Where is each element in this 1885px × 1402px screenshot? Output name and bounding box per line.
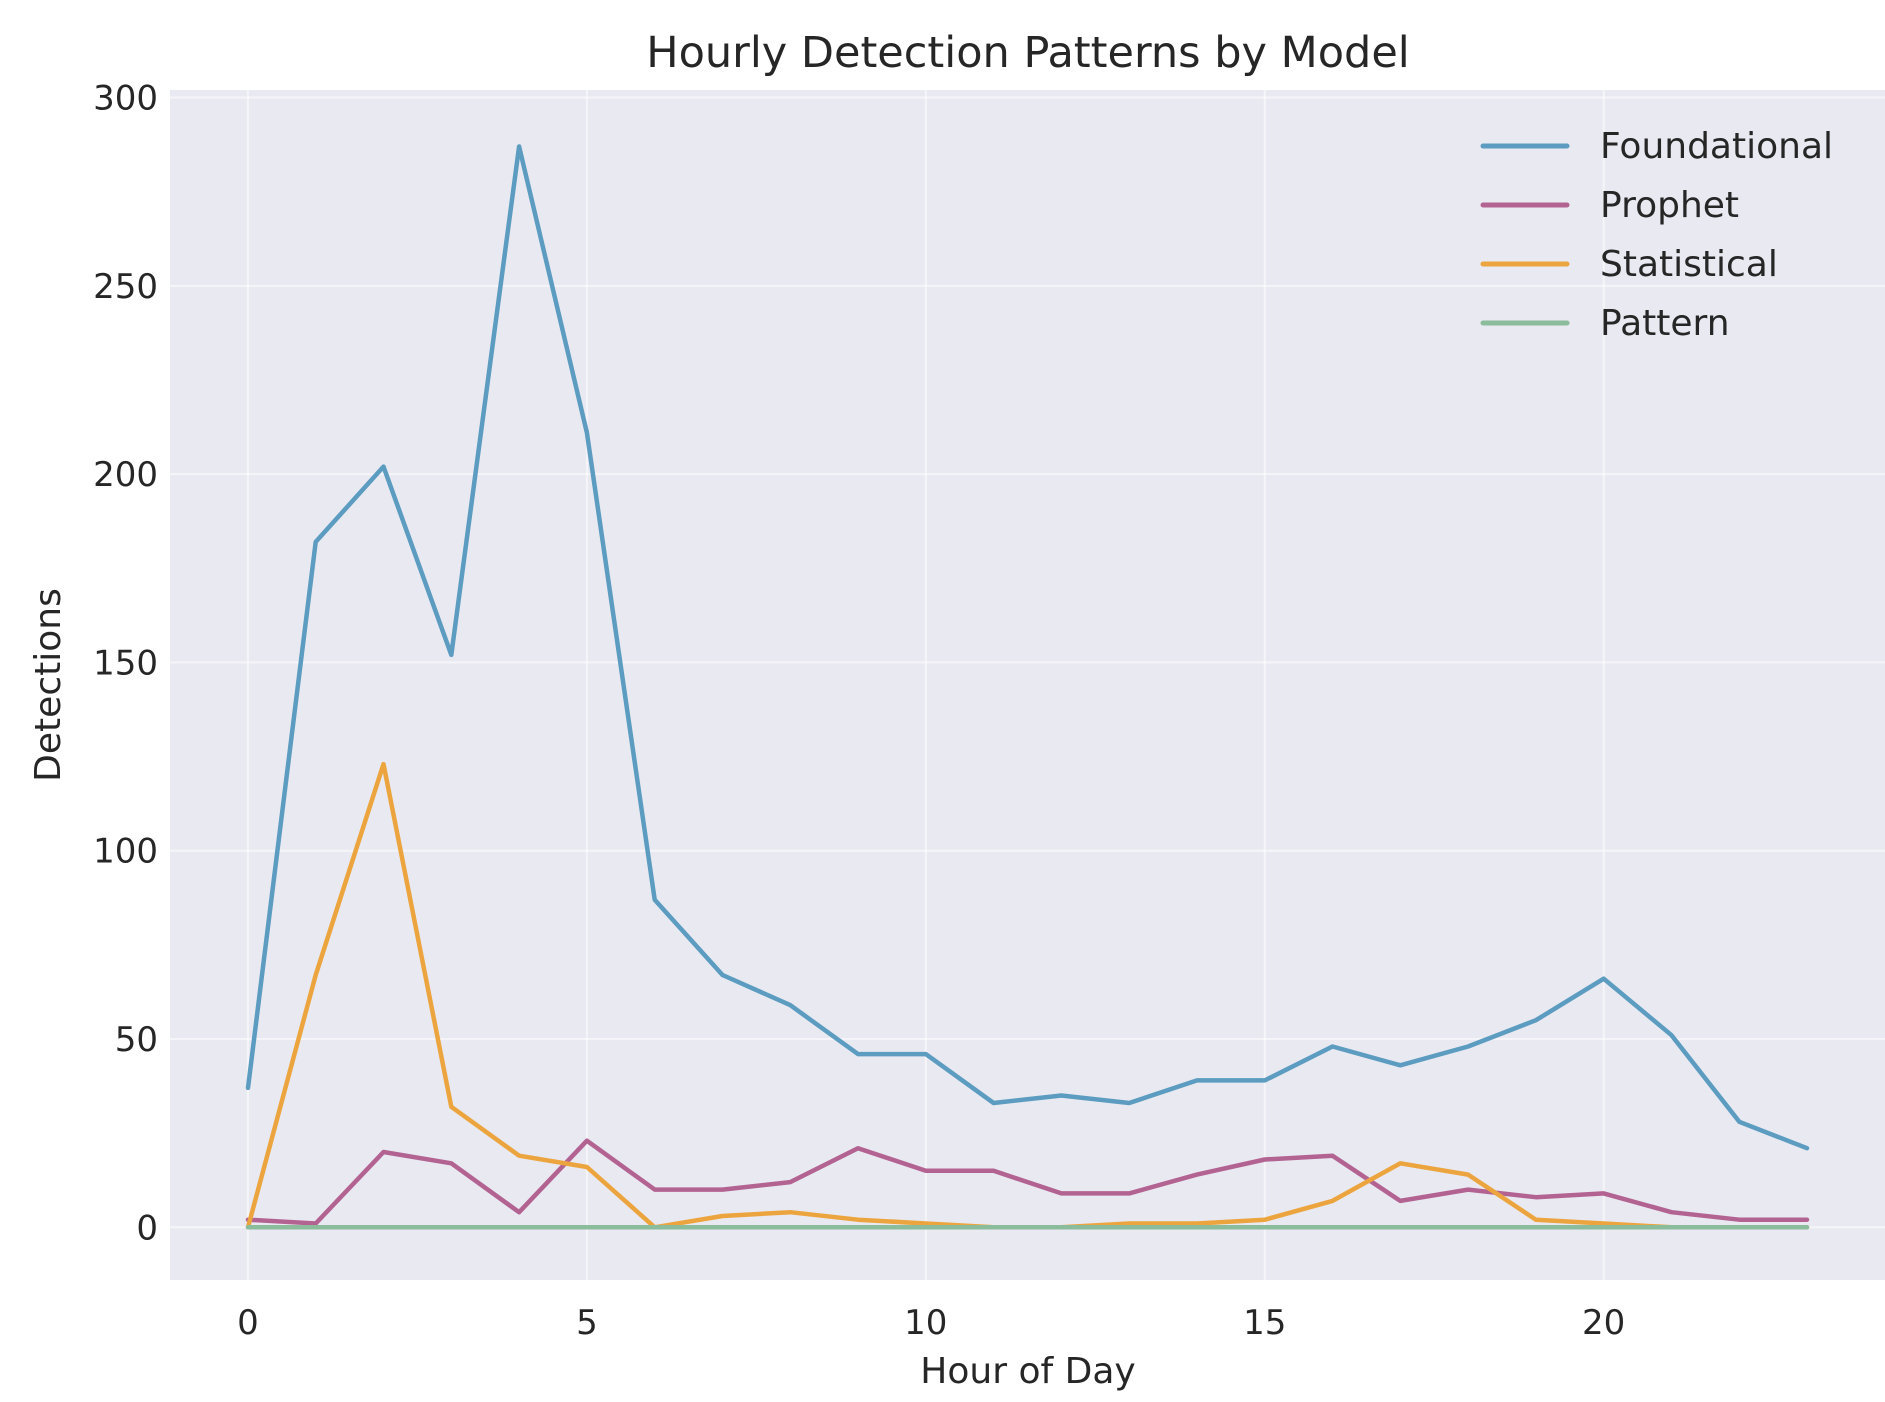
legend-label-prophet: Prophet [1600,185,1739,226]
legend-label-pattern: Pattern [1600,303,1730,344]
y-axis-label: Detections [28,588,69,782]
y-tick-label: 0 [136,1208,158,1248]
x-tick-label: 10 [904,1303,947,1343]
series-layer [245,144,1810,1230]
x-tick-label: 5 [576,1303,598,1343]
series-line-foundational [245,144,1810,1151]
legend-label-foundational: Foundational [1600,126,1833,167]
y-tick-label: 200 [93,455,158,495]
y-tick-label: 50 [115,1020,158,1060]
y-tick-label: 250 [93,267,158,307]
gridlines [170,90,1885,1280]
x-tick-label: 15 [1243,1303,1286,1343]
plot-area [170,90,1885,1280]
y-tick-label: 150 [93,643,158,683]
x-tick-label: 0 [237,1303,259,1343]
y-tick-label: 300 [93,79,158,119]
chart-title: Hourly Detection Patterns by Model [646,28,1409,78]
series-line-prophet [245,1138,1810,1226]
x-tick-label: 20 [1582,1303,1625,1343]
x-axis-label: Hour of Day [920,1351,1135,1392]
legend-label-statistical: Statistical [1600,244,1778,285]
legend: Foundational Prophet Statistical Pattern [1480,126,1833,344]
y-tick-label: 100 [93,832,158,872]
